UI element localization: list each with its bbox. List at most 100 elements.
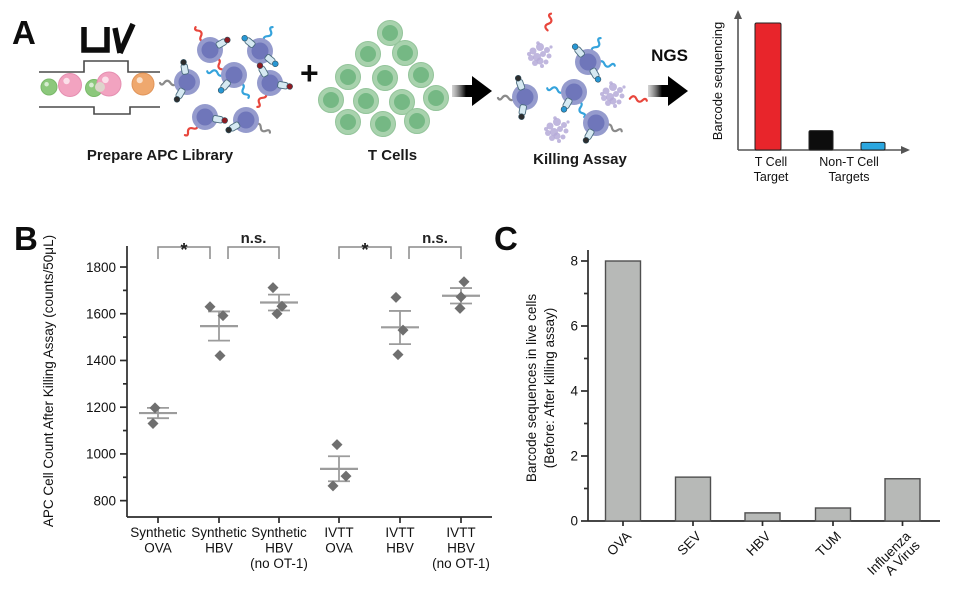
droplet-cell-icon <box>58 73 82 97</box>
arrow-icon <box>648 76 688 106</box>
antibody-tag-icon <box>518 104 527 120</box>
panel-b-chart: 800 1000 1200 1400 1600 1800 APC Cell Count Af… <box>41 230 492 571</box>
data-point-diamond <box>271 308 283 320</box>
data-point-diamond <box>455 291 467 303</box>
panel-c-bar <box>674 476 712 522</box>
panel-b-category-label: (no OT-1) <box>250 556 308 571</box>
panel-b-ytick-label: 1600 <box>86 306 116 321</box>
t-cell-icon <box>389 89 415 115</box>
panel-c-bar <box>744 512 781 522</box>
dna-squiggle-icon <box>496 94 517 102</box>
antibody-tag-icon <box>212 115 228 124</box>
data-point-diamond <box>397 324 409 336</box>
plus-sign: + <box>300 55 319 91</box>
t-cell-icon <box>404 108 430 134</box>
t-cell-icon <box>370 111 396 137</box>
mini-chart-ylabel: Barcode sequencing <box>710 22 725 141</box>
t-cells-label: T Cells <box>367 147 418 164</box>
antibody-tag-icon <box>264 54 279 68</box>
apc-cell-icon <box>582 110 623 144</box>
dna-squiggle-icon <box>628 95 648 103</box>
t-cell-icon <box>335 64 361 90</box>
apc-cell-icon <box>158 59 200 103</box>
dna-squiggle-icon <box>256 90 268 108</box>
apc-cell-icon <box>225 107 271 134</box>
panel-c-category-label: HBV <box>743 529 773 559</box>
significance-bracket <box>408 246 462 259</box>
antibody-tag-icon <box>215 36 231 49</box>
t-cell-icon <box>355 41 381 67</box>
apc-cell-icon <box>496 75 538 120</box>
uv-light-icon <box>81 22 136 55</box>
panel-b-ylabel: APC Cell Count After Killing Assay (coun… <box>41 235 56 527</box>
t-cell-icon <box>353 88 379 114</box>
dna-squiggle-icon <box>590 37 602 55</box>
apc-cell-icon <box>241 26 279 68</box>
data-point-diamond <box>454 302 466 314</box>
panel-a-label: A <box>12 14 36 51</box>
mini-chart-tick-label: Target <box>754 170 789 184</box>
dead-cell-icon <box>600 81 626 108</box>
apc-cell-icon <box>193 26 231 74</box>
panel-c-category-label: OVA <box>604 529 634 559</box>
panel-b-ytick-label: 1800 <box>86 260 116 275</box>
data-point-diamond <box>267 282 279 294</box>
panel-b-category-label: Synthetic <box>251 525 307 540</box>
significance-bracket <box>157 246 211 259</box>
arrow-icon <box>452 76 492 106</box>
t-cell-icon <box>372 65 398 91</box>
dna-squiggle-icon <box>253 122 271 134</box>
droplet-cell-icon <box>131 72 155 96</box>
panel-b-category-label: OVA <box>144 541 172 556</box>
t-cell-icon <box>318 87 344 113</box>
mini-chart-bar <box>754 22 782 151</box>
mini-chart-bar <box>808 130 834 151</box>
panel-c-chart: 0 2 4 6 8 Barcode sequences in live cells (Bef… <box>524 250 940 578</box>
dna-squiggle-icon <box>544 12 553 32</box>
data-point-diamond <box>217 310 229 322</box>
panel-c-ytick-label: 2 <box>570 449 578 464</box>
t-cell-icon <box>423 85 449 111</box>
mini-chart-bar <box>860 141 886 151</box>
panel-b-category-label: HBV <box>447 541 475 556</box>
data-point-diamond <box>327 480 339 492</box>
panel-b-category-label: OVA <box>325 541 353 556</box>
prepare-apc-library-label: Prepare APC Library <box>86 147 234 164</box>
antibody-tag-icon <box>277 81 293 90</box>
significance-bracket <box>338 246 392 259</box>
antibody-tag-icon <box>514 75 526 91</box>
ngs-label: NGS <box>651 46 688 65</box>
data-point-diamond <box>204 301 216 313</box>
dna-squiggle-icon <box>237 82 251 99</box>
panel-c-ytick-label: 4 <box>570 384 578 399</box>
panel-b-category-label: HBV <box>386 541 414 556</box>
t-cell-icon <box>392 40 418 66</box>
dna-squiggle-icon <box>546 86 566 94</box>
released-barcode-icons <box>544 12 648 103</box>
antibody-tag-icon <box>217 79 231 94</box>
dna-squiggle-icon <box>158 79 179 87</box>
panel-b-ytick-label: 1000 <box>86 447 116 462</box>
data-point-diamond <box>276 300 288 312</box>
antibody-tag-icon <box>173 87 186 103</box>
panel-b-category-label: IVTT <box>446 525 475 540</box>
panel-b-axes <box>120 246 492 518</box>
data-point-diamond <box>147 418 159 430</box>
data-point-diamond <box>392 349 404 361</box>
panel-b-ytick-label: 1400 <box>86 353 116 368</box>
panel-c-category-label: TUM <box>813 529 844 560</box>
apc-cell-icon <box>256 62 293 108</box>
panel-c-bar <box>814 507 852 522</box>
antibody-tag-icon <box>256 62 269 78</box>
panel-c-label: C <box>494 220 518 257</box>
data-point-diamond <box>149 402 161 414</box>
dead-cell-icon <box>527 41 553 68</box>
dna-squiggle-icon <box>206 69 226 77</box>
antibody-tag-icon <box>560 97 573 113</box>
dna-squiggle-icon <box>596 60 616 68</box>
significance-bracket <box>227 246 280 259</box>
panel-b-category-label: IVTT <box>324 525 353 540</box>
panel-b-category-label: HBV <box>205 541 233 556</box>
